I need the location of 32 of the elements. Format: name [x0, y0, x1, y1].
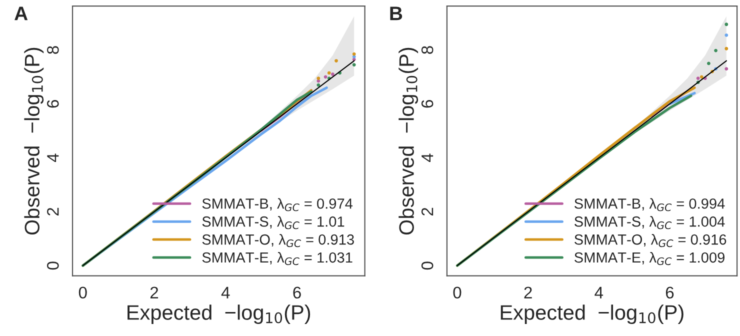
y-tick-label: 2 [421, 208, 434, 216]
y-tick-label: 8 [421, 46, 434, 54]
legend-label: SMMAT-O, λ$_{GC}$ = 0.916 [574, 234, 726, 248]
y-tick-label: 4 [422, 154, 434, 162]
x-tick-label: 6 [666, 286, 674, 299]
x-tick-label: 4 [594, 286, 604, 298]
y-tick-label: 0 [421, 262, 434, 270]
y-tick-label: 6 [421, 100, 434, 108]
x-tick-label: 0 [453, 286, 462, 299]
legend-label: SMMAT-O, λ$_{GC}$ = 0.913 [202, 234, 354, 248]
y-tick-label: 2 [47, 208, 59, 216]
x-tick-label: 4 [221, 286, 230, 298]
legend-label: SMMAT-S, λ$_{GC}$ = 1.004 [574, 216, 725, 230]
legend-label: SMMAT-E, λ$_{GC}$ = 1.031 [202, 252, 352, 266]
legend-label: SMMAT-E, λ$_{GC}$ = 1.009 [574, 252, 724, 266]
x-tick-label: 0 [78, 286, 87, 299]
x-tick-label: 2 [150, 286, 158, 298]
x-axis-title: Expected −log$_{10}$(P) [500, 304, 684, 324]
y-axis-title: Observed −log$_{10}$(P) [24, 48, 44, 235]
y-tick-label: 0 [47, 262, 59, 270]
chart-title: B [390, 6, 402, 20]
y-tick-label: 6 [47, 100, 59, 108]
legend-label: SMMAT-B, λ$_{GC}$ = 0.994 [574, 198, 725, 212]
legend-label: SMMAT-S, λ$_{GC}$ = 1.01 [202, 216, 344, 230]
y-tick-label: 8 [47, 46, 59, 54]
x-tick-label: 6 [293, 286, 301, 299]
x-tick-label: 2 [524, 286, 532, 298]
x-axis-title: Expected −log$_{10}$(P) [128, 304, 310, 324]
y-axis-title: Observed −log$_{10}$(P) [398, 48, 418, 235]
chart-title: A [14, 6, 28, 20]
y-tick-label: 4 [47, 154, 59, 162]
legend-label: SMMAT-B, λ$_{GC}$ = 0.974 [202, 198, 353, 212]
